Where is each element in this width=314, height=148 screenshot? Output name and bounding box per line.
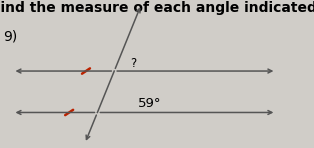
Text: 59°: 59° (138, 97, 162, 110)
Text: Find the measure of each angle indicated.: Find the measure of each angle indicated… (0, 1, 314, 16)
Text: 9): 9) (3, 30, 17, 44)
Text: ?: ? (130, 57, 137, 70)
